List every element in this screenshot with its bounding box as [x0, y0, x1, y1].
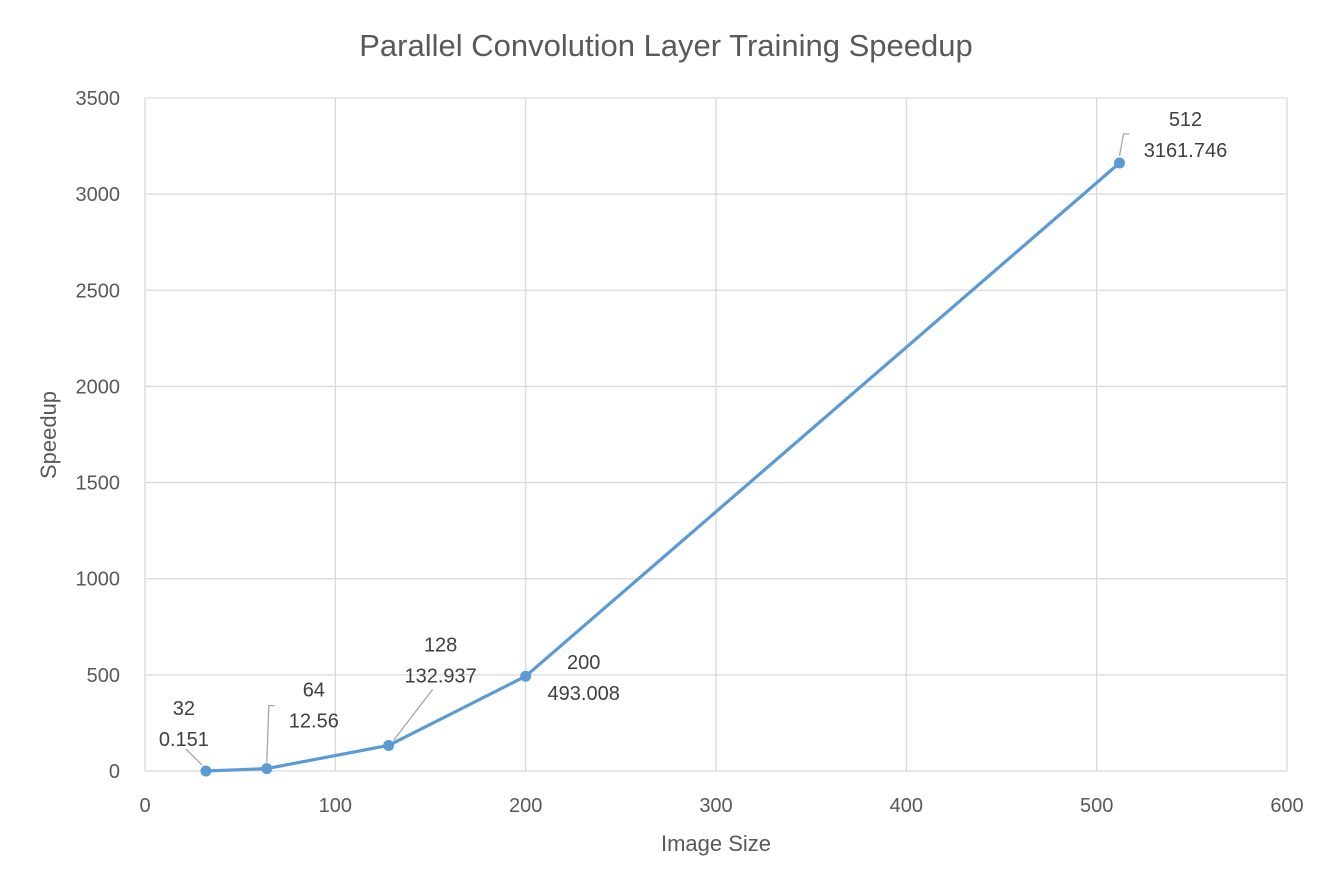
x-axis-title: Image Size: [661, 831, 771, 856]
x-tick-label: 400: [890, 795, 923, 817]
x-tick-label: 500: [1080, 795, 1113, 817]
data-label-y: 3161.746: [1144, 140, 1227, 162]
y-tick-label: 3000: [76, 184, 121, 206]
y-tick-label: 500: [87, 665, 120, 687]
data-point: [1114, 157, 1126, 169]
x-tick-label: 300: [699, 795, 732, 817]
series: [200, 157, 1126, 777]
data-label-y: 132.937: [404, 665, 476, 687]
leader-line: [266, 704, 275, 763]
y-tick-label: 0: [109, 761, 120, 783]
data-label-y: 0.151: [159, 729, 209, 751]
data-label-x: 128: [424, 634, 457, 656]
x-tick-label: 100: [319, 795, 352, 817]
data-label-x: 512: [1169, 109, 1202, 131]
x-tick-label: 200: [509, 795, 542, 817]
leader-line: [393, 689, 434, 741]
series-line: [205, 161, 1121, 773]
data-label-y: 12.56: [289, 711, 339, 733]
chart-title: Parallel Convolution Layer Training Spee…: [359, 28, 973, 63]
x-tick-label: 600: [1270, 795, 1303, 817]
data-point: [520, 670, 532, 682]
axis-ticks: 0 500 1000 1500 2000 2500 3000 3500 0 100 200 300 40…: [76, 88, 1304, 817]
y-tick-label: 2000: [76, 376, 121, 398]
data-point: [261, 763, 273, 775]
leader-line: [1118, 133, 1130, 157]
data-label-x: 64: [303, 680, 325, 702]
data-label-x: 200: [567, 652, 600, 674]
data-point: [383, 739, 395, 751]
x-tick-label: 0: [139, 795, 150, 817]
y-tick-label: 1500: [76, 473, 121, 495]
data-point: [200, 765, 212, 777]
leader-line: [185, 748, 203, 766]
data-label-x: 32: [173, 698, 195, 720]
y-axis-title: Speedup: [36, 391, 61, 479]
data-labels: 32 0.151 64 12.56 128 132.937 200 493.008 512 316…: [159, 109, 1227, 766]
data-label-y: 493.008: [548, 683, 620, 705]
y-tick-label: 1000: [76, 569, 121, 591]
y-tick-label: 3500: [76, 88, 121, 110]
y-tick-label: 2500: [76, 280, 121, 302]
grid: [144, 97, 1288, 772]
